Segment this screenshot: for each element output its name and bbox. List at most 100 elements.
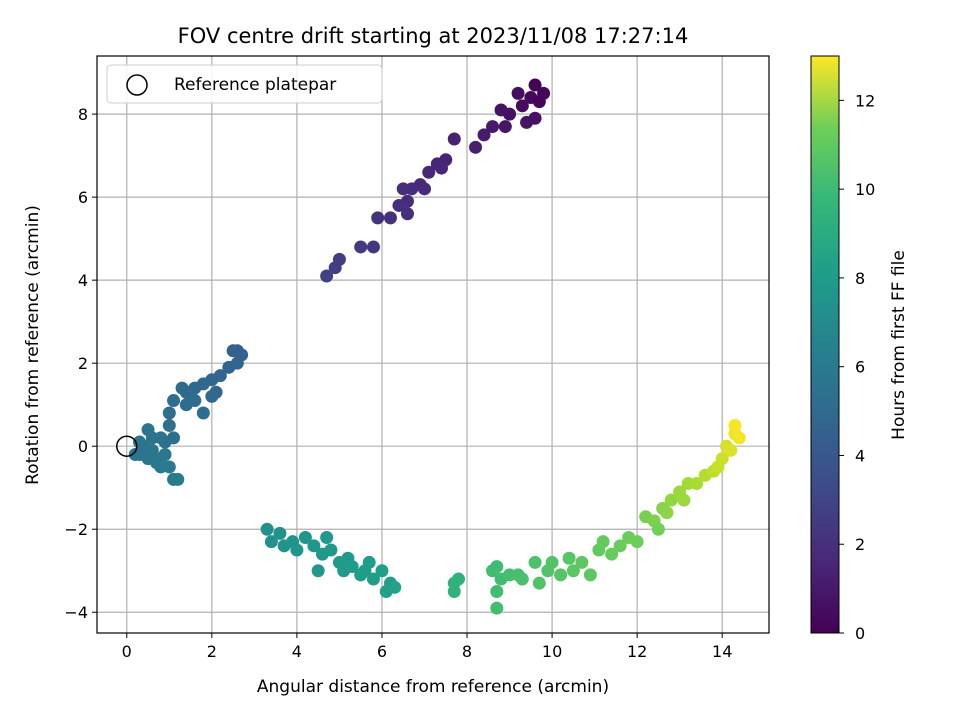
data-point bbox=[167, 394, 181, 408]
data-point bbox=[328, 261, 342, 275]
colorbar-tick-label: 12 bbox=[855, 91, 875, 110]
legend-marker-icon bbox=[126, 74, 148, 96]
data-point bbox=[477, 128, 491, 142]
data-point bbox=[392, 198, 406, 212]
reference-marker bbox=[116, 435, 138, 457]
y-tick-label: 2 bbox=[78, 354, 88, 373]
x-tick-label: 6 bbox=[377, 642, 387, 661]
x-axis-label: Angular distance from reference (arcmin) bbox=[257, 677, 609, 697]
data-point bbox=[664, 493, 678, 507]
data-point bbox=[490, 584, 504, 598]
data-point bbox=[388, 580, 402, 594]
data-point bbox=[145, 443, 159, 457]
data-point bbox=[417, 182, 431, 196]
data-point bbox=[366, 572, 380, 586]
data-point bbox=[273, 526, 287, 540]
x-tick-label: 2 bbox=[207, 642, 217, 661]
data-point bbox=[515, 99, 529, 113]
data-point bbox=[515, 572, 529, 586]
colorbar-tick-label: 8 bbox=[855, 269, 865, 288]
y-tick-label: −2 bbox=[64, 520, 88, 539]
data-point bbox=[469, 140, 483, 154]
data-point bbox=[583, 568, 597, 582]
data-point bbox=[320, 531, 334, 545]
data-point bbox=[158, 448, 172, 462]
data-point bbox=[562, 551, 576, 565]
colorbar-tick-label: 10 bbox=[855, 180, 875, 199]
data-point bbox=[422, 165, 436, 179]
data-point bbox=[724, 443, 738, 457]
data-point bbox=[311, 564, 325, 578]
data-point bbox=[528, 111, 542, 125]
data-point bbox=[660, 506, 674, 520]
data-point bbox=[732, 431, 746, 445]
data-point bbox=[264, 535, 278, 549]
colorbar-tick-label: 0 bbox=[855, 624, 865, 643]
data-point bbox=[307, 539, 321, 553]
data-point bbox=[162, 406, 176, 420]
data-point bbox=[260, 522, 274, 536]
data-point bbox=[141, 423, 155, 437]
data-point bbox=[447, 132, 461, 146]
colorbar-ticks: 0 2 4 6 8 10 12 bbox=[839, 91, 875, 643]
data-point bbox=[175, 381, 189, 395]
chart-title: FOV centre drift starting at 2023/11/08 … bbox=[178, 24, 689, 48]
legend: Reference platepar bbox=[106, 64, 383, 104]
data-point bbox=[171, 472, 185, 486]
data-point bbox=[447, 584, 461, 598]
colorbar-gradient bbox=[810, 55, 840, 634]
data-point bbox=[366, 240, 380, 254]
data-point bbox=[179, 398, 193, 412]
grid-lines bbox=[97, 56, 769, 633]
data-point bbox=[222, 360, 236, 374]
data-point bbox=[128, 448, 142, 462]
data-point bbox=[324, 543, 338, 557]
data-point bbox=[528, 78, 542, 92]
data-points bbox=[128, 78, 746, 615]
data-point bbox=[498, 120, 512, 134]
legend-box bbox=[106, 64, 383, 104]
colorbar-tick-label: 4 bbox=[855, 446, 865, 465]
data-point bbox=[596, 535, 610, 549]
colorbar-tick-label: 6 bbox=[855, 358, 865, 377]
y-axis-label: Rotation from reference (arcmin) bbox=[23, 205, 43, 485]
colorbar: 0 2 4 6 8 10 12 Hours from first FF file bbox=[810, 55, 909, 643]
data-point bbox=[486, 120, 500, 134]
data-point bbox=[528, 555, 542, 569]
data-point bbox=[375, 564, 389, 578]
data-point bbox=[383, 211, 397, 225]
y-tick-label: 4 bbox=[78, 271, 88, 290]
data-point bbox=[613, 539, 627, 553]
x-tick-label: 4 bbox=[292, 642, 302, 661]
x-tick-label: 8 bbox=[462, 642, 472, 661]
data-point bbox=[494, 103, 508, 117]
y-tick-label: 6 bbox=[78, 188, 88, 207]
data-point bbox=[133, 435, 147, 449]
reference-platepar-point bbox=[116, 435, 138, 457]
colorbar-tick-label: 2 bbox=[855, 535, 865, 554]
data-point bbox=[290, 543, 304, 557]
data-point bbox=[320, 269, 334, 283]
data-point bbox=[358, 564, 372, 578]
data-point bbox=[154, 460, 168, 474]
data-point bbox=[728, 418, 742, 432]
data-point bbox=[711, 460, 725, 474]
data-point bbox=[298, 531, 312, 545]
axes-frame bbox=[96, 55, 770, 634]
y-tick-label: −4 bbox=[64, 603, 88, 622]
data-point bbox=[605, 547, 619, 561]
data-point bbox=[532, 576, 546, 590]
data-point bbox=[452, 572, 466, 586]
data-point bbox=[511, 86, 525, 100]
y-tick-label: 8 bbox=[78, 105, 88, 124]
data-point bbox=[532, 95, 546, 109]
data-point bbox=[371, 211, 385, 225]
data-point bbox=[651, 522, 665, 536]
x-tick-label: 0 bbox=[122, 642, 132, 661]
data-point bbox=[630, 535, 644, 549]
data-point bbox=[554, 568, 568, 582]
data-point bbox=[575, 555, 589, 569]
data-point bbox=[205, 389, 219, 403]
